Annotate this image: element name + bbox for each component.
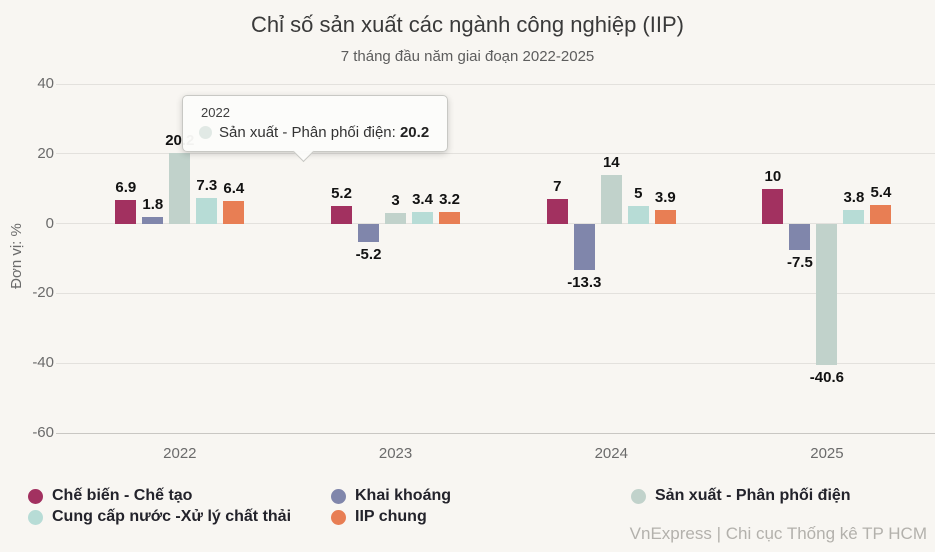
bar-2024-series-3[interactable] [627,206,649,224]
tooltip-line: Sản xuất - Phân phối điện : 20.2 [199,124,429,141]
legend-marker-icon-4 [331,509,346,525]
y-tick-label--60: -60 [32,424,54,441]
bar-2025-series-1[interactable] [789,223,811,250]
legend-item-3[interactable]: Cung cấp nước -Xử lý chất thải [28,506,291,528]
bar-label-2022-series-0: 6.9 [115,178,137,196]
bar-2024-series-0[interactable] [546,199,568,224]
bar-2025-series-0[interactable] [762,188,784,224]
legend-marker-icon-2 [631,488,646,504]
bar-2024-series-4[interactable] [654,210,676,224]
y-tick-label--20: -20 [32,284,54,302]
legend-item-label-0: Chế biến - Chế tạo [52,487,193,504]
bar-2024-series-2[interactable] [600,174,622,224]
legend-item-label-2: Sản xuất - Phân phối điện [655,487,851,504]
x-tick-label-2024: 2024 [594,445,628,462]
bar-label-2023-series-1: -5.2 [355,245,382,263]
chart-tooltip: 2022 Sản xuất - Phân phối điện : 20.2 [182,95,449,163]
tooltip-value: 20.2 [399,124,430,141]
bar-label-2024-series-0: 7 [553,178,562,196]
tooltip-pointer-icon [292,140,315,163]
footer-credit: VnExpress | Chi cục Thống kê TP HCM [629,524,927,543]
bar-2022-series-4[interactable] [223,201,245,224]
gridline--60 [56,433,935,434]
chart-subtitle: 7 tháng đầu năm giai đoạn 2022-2025 [340,48,595,65]
bar-label-2025-series-1: -7.5 [786,253,813,271]
bar-label-2022-series-3: 7.3 [196,177,218,195]
bar-label-2022-series-1: 1.8 [142,196,164,214]
legend-marker-icon-0 [28,488,43,504]
bar-label-2024-series-4: 3.9 [654,189,676,206]
bar-label-2024-series-1: -13.3 [567,274,602,291]
bar-2023-series-4[interactable] [439,212,460,224]
y-tick-label-20: 20 [37,144,54,162]
legend-item-4[interactable]: IIP chung [331,506,427,528]
gridline--20 [56,293,935,294]
y-tick-label--40: -40 [32,354,54,372]
bar-2025-series-3[interactable] [843,210,865,224]
chart-title: Chỉ số sản xuất các ngành công nghiệp (I… [251,12,684,37]
bar-2022-series-2[interactable] [169,153,191,224]
bar-2022-series-0[interactable] [115,199,137,224]
bar-label-2025-series-4: 5.4 [870,183,892,201]
bar-2022-series-1[interactable] [142,217,164,224]
bar-label-2023-series-2: 3 [391,192,400,210]
bar-2023-series-3[interactable] [412,211,433,224]
bar-label-2025-series-2: -40.6 [809,369,844,387]
bar-2024-series-1[interactable] [573,223,595,270]
y-tick-label-40: 40 [37,75,54,92]
bar-2025-series-4[interactable] [870,204,892,224]
gridline-0 [56,223,935,224]
legend-item-label-3: Cung cấp nước -Xử lý chất thải [52,508,292,525]
bar-label-2023-series-4: 3.2 [439,191,460,209]
legend-item-label-4: IIP chung [355,508,427,525]
gridline-40 [56,84,935,85]
legend-item-2[interactable]: Sản xuất - Phân phối điện [631,485,851,507]
bar-label-2024-series-2: 14 [602,153,620,171]
bar-2022-series-3[interactable] [196,198,218,224]
bar-2023-series-1[interactable] [358,223,379,242]
bar-label-2022-series-4: 6.4 [223,180,245,198]
bar-2023-series-0[interactable] [331,205,352,224]
tooltip-category: 2022 [201,105,230,120]
legend-item-0[interactable]: Chế biến - Chế tạo [28,485,192,507]
bar-label-2025-series-0: 10 [764,167,782,185]
legend-item-label-1: Khai khoáng [355,487,452,504]
legend-marker-icon-3 [28,509,43,525]
bar-label-2024-series-3: 5 [634,185,643,203]
gridline-20 [56,153,935,154]
y-tick-label-0: 0 [45,214,54,232]
bar-label-2025-series-3: 3.8 [843,189,865,207]
tooltip-series-name: Sản xuất - Phân phối điện [219,124,392,141]
x-tick-label-2022: 2022 [163,445,197,462]
bar-label-2023-series-3: 3.4 [412,190,433,208]
tooltip-colon: : [391,124,400,141]
legend-item-1[interactable]: Khai khoáng [331,485,451,507]
bar-2025-series-2[interactable] [816,223,838,366]
bar-label-2023-series-0: 5.2 [331,184,352,202]
bar-2023-series-2[interactable] [385,213,406,224]
x-tick-label-2025: 2025 [810,445,844,462]
gridline--40 [56,363,935,364]
legend-marker-icon-1 [331,488,346,504]
tooltip-series-marker-icon [199,126,212,139]
x-tick-label-2023: 2023 [378,445,413,462]
